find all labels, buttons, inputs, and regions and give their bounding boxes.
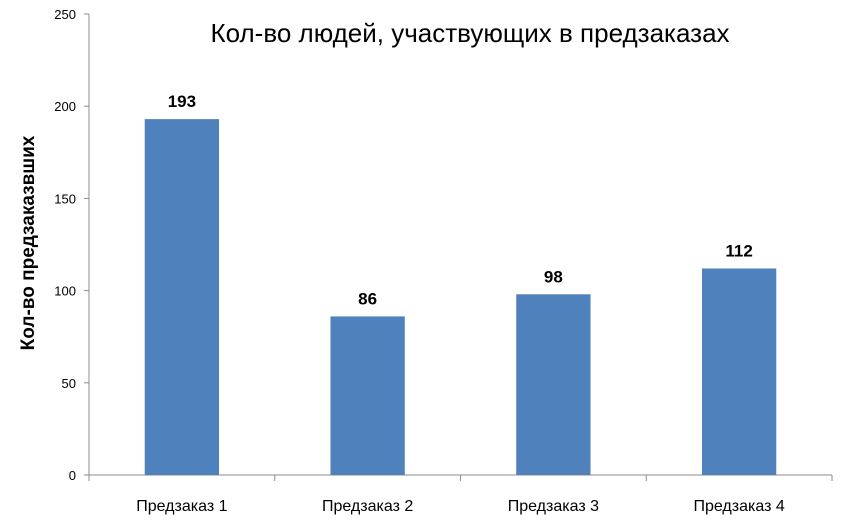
x-tick-label-4: Предзаказ 4 [693,498,784,515]
x-tick-label-3: Предзаказ 3 [508,498,599,515]
y-axis-label: Кол-во предзаказвших [18,135,39,350]
y-tick-label: 200 [54,99,76,114]
y-tick-label: 100 [54,284,76,299]
bars-group [144,119,777,475]
bar-2 [330,316,405,475]
y-tick-label: 0 [69,468,76,483]
x-tick-label-1: Предзаказ 1 [136,498,227,515]
x-axis-ticks: Предзаказ 1 Предзаказ 2 Предзаказ 3 Предзак… [88,475,833,515]
data-label-4: 112 [725,241,752,260]
data-label-3: 98 [544,267,563,286]
y-axis-ticks: 0 50 100 150 200 250 [54,7,89,483]
bar-4 [701,268,777,475]
y-tick-label: 50 [62,376,76,391]
data-labels: 193 86 98 112 [168,92,753,308]
data-label-2: 86 [358,289,377,308]
bar-1 [144,119,220,475]
x-tick-label-2: Предзаказ 2 [322,498,413,515]
bar-3 [516,294,591,475]
chart-title: Кол-во людей, участвующих в предзаказах [210,18,729,48]
data-label-1: 193 [168,92,196,111]
y-tick-label: 250 [54,7,76,22]
y-tick-label: 150 [54,191,76,206]
